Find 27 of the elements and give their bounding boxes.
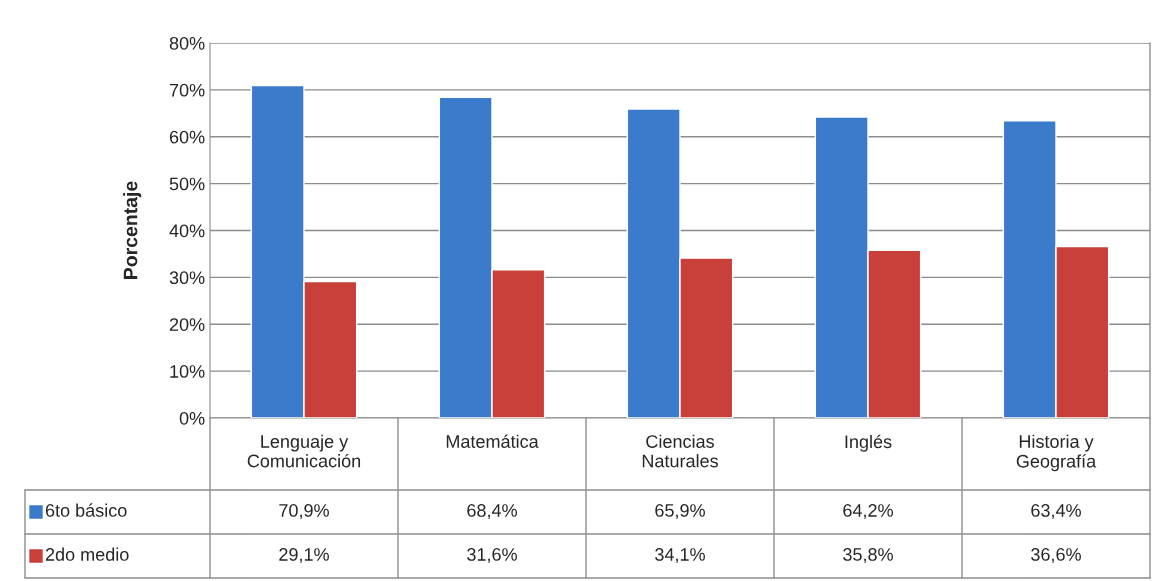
legend-label: 6to básico (45, 503, 127, 517)
data-label: 34,1% (655, 548, 705, 563)
data-label: 63,4% (1031, 504, 1081, 519)
x-tick-label: Matemática (446, 434, 539, 448)
data-label: 65,9% (655, 504, 705, 519)
y-tick-label: 40% (169, 224, 205, 238)
data-label: 35,8% (843, 548, 893, 563)
y-tick-label: 10% (170, 365, 205, 378)
data-label: 31,6% (467, 548, 517, 563)
y-tick-label: 60% (169, 130, 205, 144)
data-label: 36,6% (1031, 548, 1081, 563)
data-label: 64,2% (843, 504, 893, 519)
y-tick-label: 70% (169, 83, 205, 97)
legend-label: 2do medio (45, 547, 129, 561)
x-tick-label: Ciencias Naturales (642, 434, 718, 468)
y-tick-label: 0% (179, 411, 205, 425)
x-tick-label: Inglés (845, 434, 892, 452)
y-tick-label: 20% (169, 318, 205, 331)
y-tick-label: 50% (169, 177, 205, 191)
y-axis-title: Porcentaje (123, 181, 142, 279)
data-label: 70,9% (279, 504, 329, 519)
y-tick-label: 80% (169, 36, 205, 50)
data-label: 29,1% (279, 548, 329, 563)
data-label: 68,4% (467, 504, 517, 519)
x-tick-label: Historia y Geografía (1016, 434, 1097, 472)
x-tick-label: Lenguaje y Comunicación (247, 434, 361, 468)
y-tick-label: 30% (169, 271, 205, 285)
